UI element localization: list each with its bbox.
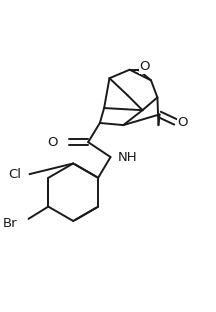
Text: O: O — [139, 61, 150, 73]
Text: NH: NH — [118, 151, 138, 164]
Text: Cl: Cl — [8, 168, 21, 181]
Text: O: O — [178, 116, 188, 129]
Text: O: O — [48, 136, 58, 149]
Text: Br: Br — [3, 217, 18, 230]
